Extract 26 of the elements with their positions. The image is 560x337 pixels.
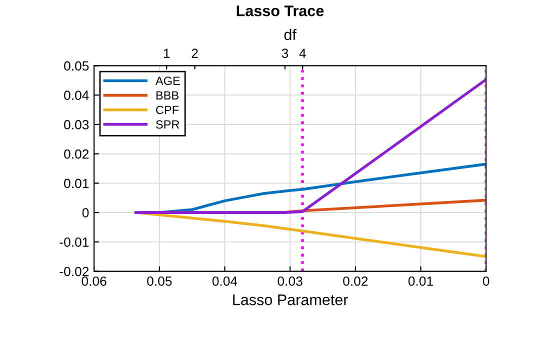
y-tick-label: -0.01 (60, 237, 89, 247)
y-tick-label: 0.04 (64, 90, 89, 100)
x-axis-title: Lasso Parameter (233, 294, 348, 306)
text: 3 (282, 48, 288, 58)
x-tick-label: 0.01 (408, 276, 433, 286)
x-tick-label: 0 (482, 276, 490, 286)
x2-axis-title: df (284, 28, 296, 40)
x-tick-label: 0.04 (212, 276, 238, 286)
x-tick-label: 0.02 (343, 276, 368, 286)
legend-label: BBB (156, 91, 178, 100)
y-tick-label: 0.02 (64, 149, 89, 159)
y-tick-label: 0.03 (64, 120, 89, 130)
text: 2 (192, 48, 198, 58)
y-tick-label: -0.02 (60, 266, 89, 276)
text: 4 (299, 48, 306, 58)
legend-label: CPF (156, 106, 179, 114)
chart-title: Lasso Trace (236, 6, 324, 16)
text: 1 (164, 48, 170, 58)
y-tick-label: 0.05 (64, 61, 89, 71)
y-tick-label: 0 (82, 208, 89, 218)
x-tick-label: 0.03 (278, 276, 302, 286)
x-tick-label: 0.06 (82, 276, 106, 286)
legend-label: AGE (155, 76, 180, 86)
legend-label: SPR (156, 120, 180, 129)
x-tick-label: 0.05 (147, 276, 172, 286)
y-tick-label: 0.01 (64, 178, 89, 188)
